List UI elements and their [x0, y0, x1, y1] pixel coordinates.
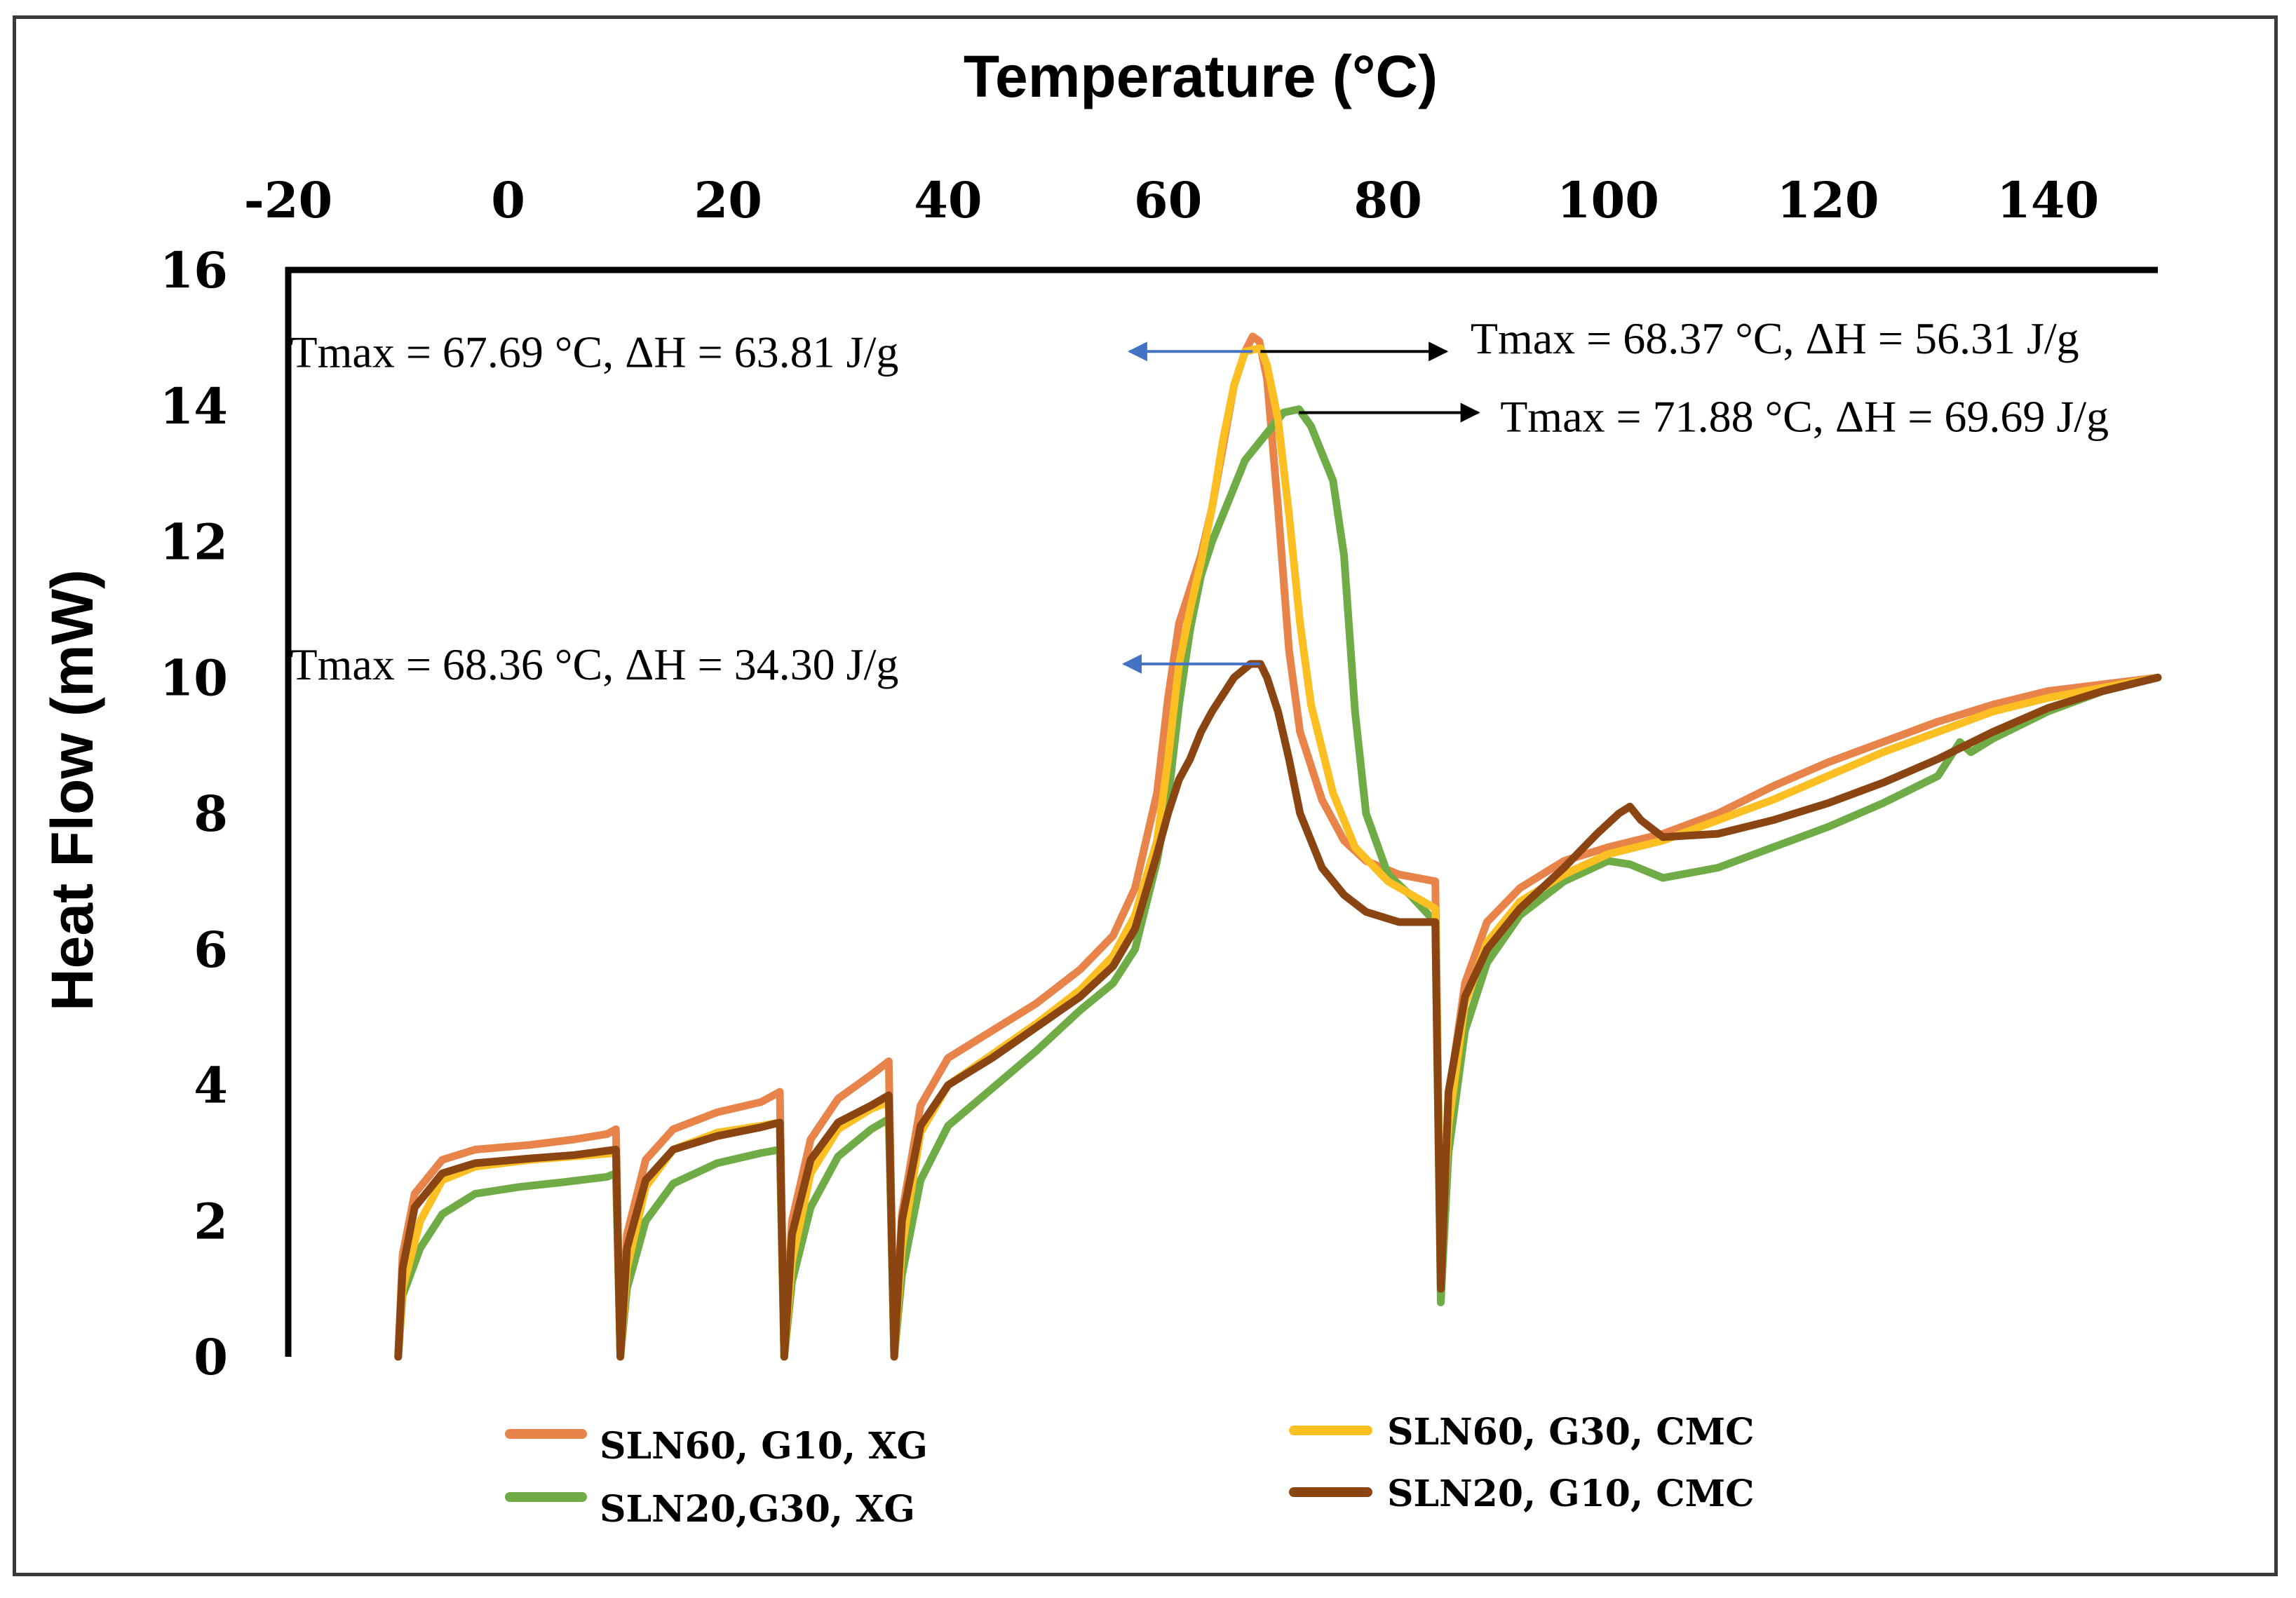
legend-label-0: SLN60, G10, XG: [600, 1425, 928, 1468]
legend-label-2: SLN60, G30, CMC: [1387, 1411, 1755, 1454]
x-tick-label: 40: [914, 171, 982, 229]
legend-label-3: SLN20, G10, CMC: [1387, 1472, 1755, 1515]
y-tick-label: 8: [194, 785, 228, 843]
x-tick-label: 80: [1354, 171, 1422, 229]
x-tick-label: 140: [1997, 171, 2099, 229]
series-line-3: [394, 660, 2162, 1361]
annotation-label-2: Tmax = 71.88 °C, ΔH = 69.69 J/g: [1500, 391, 2109, 441]
annotation-label-1: Tmax = 68.37 °C, ΔH = 56.31 J/g: [1471, 313, 2079, 363]
legend-label-1: SLN20,G30, XG: [600, 1488, 915, 1531]
x-tick-label: 120: [1776, 171, 1879, 229]
x-tick-label: 60: [1134, 171, 1202, 229]
y-tick-label: 6: [194, 921, 228, 979]
annotation-label-0: Tmax = 67.69 °C, ΔH = 63.81 J/g: [290, 327, 899, 377]
annotation-label-3: Tmax = 68.36 °C, ΔH = 34.30 J/g: [290, 639, 899, 689]
y-axis-title: Heat Flow (mW): [39, 569, 105, 1011]
y-tick-label: 12: [160, 513, 228, 571]
x-tick-label: 0: [491, 171, 525, 229]
x-tick-label: 100: [1557, 171, 1659, 229]
y-tick-label: 2: [194, 1192, 228, 1250]
series-line-0: [394, 332, 2162, 1361]
y-tick-label: 10: [160, 649, 228, 707]
x-tick-label: 20: [694, 171, 762, 229]
y-tick-label: 16: [160, 241, 228, 299]
legend: SLN60, G10, XG SLN20,G30, XG SLN60, G30,…: [505, 1411, 1755, 1531]
y-tick-label: 0: [194, 1328, 228, 1386]
x-tick-label: -20: [244, 171, 332, 229]
y-tick-label: 4: [194, 1057, 228, 1115]
x-axis-title: Temperature (°C): [964, 43, 1438, 109]
y-tick-label: 14: [160, 377, 228, 435]
